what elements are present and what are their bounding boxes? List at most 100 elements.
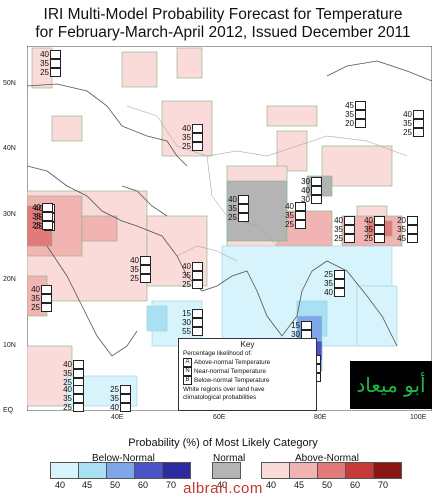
- forecast-box-cell: [374, 216, 385, 225]
- forecast-box-cell: [295, 202, 306, 211]
- forecast-box-cell: [50, 59, 61, 68]
- swatch-above-50: [317, 462, 346, 479]
- forecast-box-value: 35: [32, 212, 41, 221]
- forecast-box-value: 35: [228, 204, 237, 213]
- forecast-box-cell: [407, 234, 418, 243]
- forecast-box-row: 40: [180, 262, 203, 271]
- forecast-box-value: 25: [40, 68, 49, 77]
- forecast-box-value: 40: [110, 403, 119, 412]
- forecast-box-value: 40: [32, 203, 41, 212]
- coastlines: [27, 60, 432, 357]
- forecast-box-value: 20: [345, 119, 354, 128]
- forecast-box: 45 35 20: [343, 101, 366, 128]
- forecast-box-row: 20: [343, 119, 366, 128]
- forecast-box-value: 30: [301, 177, 310, 186]
- key-note-2: climatological probabilities: [183, 394, 257, 401]
- forecast-box-value: 40: [301, 186, 310, 195]
- forecast-box-row: 40: [401, 110, 424, 119]
- swatch-normal-40: [212, 462, 241, 479]
- forecast-box-value: 40: [63, 385, 72, 394]
- forecast-box-value: 40: [334, 216, 343, 225]
- forecast-box-cell: [41, 285, 52, 294]
- logo: أبو ميعاد: [350, 361, 432, 409]
- forecast-box-cell: [344, 225, 355, 234]
- forecast-box-row: 40: [362, 216, 385, 225]
- forecast-box-value: 30: [182, 318, 191, 327]
- forecast-box-value: 40: [403, 110, 412, 119]
- forecast-box-cell: [334, 270, 345, 279]
- forecast-box-row: 30: [299, 195, 322, 204]
- forecast-box: 40 35 25: [61, 385, 84, 412]
- forecast-box-value: 35: [285, 211, 294, 220]
- forecast-box-cell: [334, 279, 345, 288]
- forecast-box: 25 35 40: [108, 385, 131, 412]
- forecast-box: 40 35 25: [180, 124, 203, 151]
- forecast-box-cell: [192, 133, 203, 142]
- forecast-box: 30 40 30: [299, 177, 322, 204]
- forecast-box: 40 35 25: [61, 360, 84, 387]
- tick-above-50: 50: [322, 480, 333, 490]
- lon-label-40e: 40E: [111, 414, 124, 421]
- forecast-box-row: 40: [226, 195, 249, 204]
- forecast-box-cell: [355, 119, 366, 128]
- forecast-box: 40 35 25: [283, 202, 306, 229]
- tick-above-40: 40: [266, 480, 277, 490]
- lat-label-50n: 50N: [3, 80, 16, 87]
- forecast-box-cell: [42, 221, 53, 230]
- forecast-box-cell: [355, 101, 366, 110]
- forecast-box-value: 35: [34, 213, 43, 222]
- forecast-box-value: 15: [291, 321, 300, 330]
- forecast-box-value: 25: [364, 234, 373, 243]
- forecast-box-cell: [413, 119, 424, 128]
- key-title: Key: [240, 340, 255, 349]
- forecast-box-row: 35: [401, 119, 424, 128]
- forecast-box-row: 40: [299, 186, 322, 195]
- key-a-box: A: [183, 358, 192, 367]
- forecast-box-value: 55: [182, 327, 191, 336]
- forecast-box-value: 35: [130, 265, 139, 274]
- forecast-box: 40 35 25: [128, 256, 151, 283]
- forecast-box-row: 55: [180, 327, 203, 336]
- title-line-2: for February-March-April 2012, Issued De…: [35, 24, 411, 41]
- forecast-box-row: 40: [322, 288, 345, 297]
- forecast-box-cell: [311, 177, 322, 186]
- forecast-box: 40 35 25: [332, 216, 355, 243]
- forecast-box-row: 25: [180, 280, 203, 289]
- forecast-box-cell: [407, 216, 418, 225]
- forecast-box-value: 35: [403, 119, 412, 128]
- forecast-box-cell: [334, 288, 345, 297]
- lat-label-20n: 20N: [3, 276, 16, 283]
- forecast-box-cell: [120, 403, 131, 412]
- forecast-box-row: 25: [29, 303, 52, 312]
- key-subtitle: Percentage likelihood of:: [183, 350, 252, 357]
- tick-above-45: 45: [294, 480, 305, 490]
- forecast-box-value: 25: [285, 220, 294, 229]
- forecast-box-value: 40: [285, 202, 294, 211]
- forecast-box-value: 40: [228, 195, 237, 204]
- forecast-box-cell: [192, 327, 203, 336]
- legend-title: Probability (%) of Most Likely Category: [128, 437, 318, 449]
- key-row-normal: N Near-normal Temperature: [179, 367, 316, 376]
- forecast-box-value: 35: [397, 225, 406, 234]
- key-box: Key Percentage likelihood of: A Above-nor…: [178, 338, 317, 411]
- forecast-box-value: 35: [63, 369, 72, 378]
- key-n-text: Near-normal Temperature: [194, 368, 266, 376]
- forecast-box-cell: [120, 394, 131, 403]
- forecast-box-cell: [73, 394, 84, 403]
- forecast-box-cell: [192, 142, 203, 151]
- forecast-box-value: 35: [40, 59, 49, 68]
- forecast-box-cell: [140, 256, 151, 265]
- forecast-box: 40 35 25: [226, 195, 249, 222]
- forecast-box-value: 35: [345, 110, 354, 119]
- key-b-text: Below-normal Temperature: [194, 377, 270, 385]
- forecast-box-cell: [192, 309, 203, 318]
- forecast-box-cell: [344, 234, 355, 243]
- forecast-box-row: 20: [395, 216, 418, 225]
- forecast-box-row: 45: [343, 101, 366, 110]
- forecast-box-value: 25: [34, 222, 43, 231]
- forecast-box-value: 45: [397, 234, 406, 243]
- forecast-box: 40 35 25: [401, 110, 424, 137]
- title-line-1: IRI Multi-Model Probability Forecast for…: [43, 6, 403, 23]
- tick-above-60: 60: [350, 480, 361, 490]
